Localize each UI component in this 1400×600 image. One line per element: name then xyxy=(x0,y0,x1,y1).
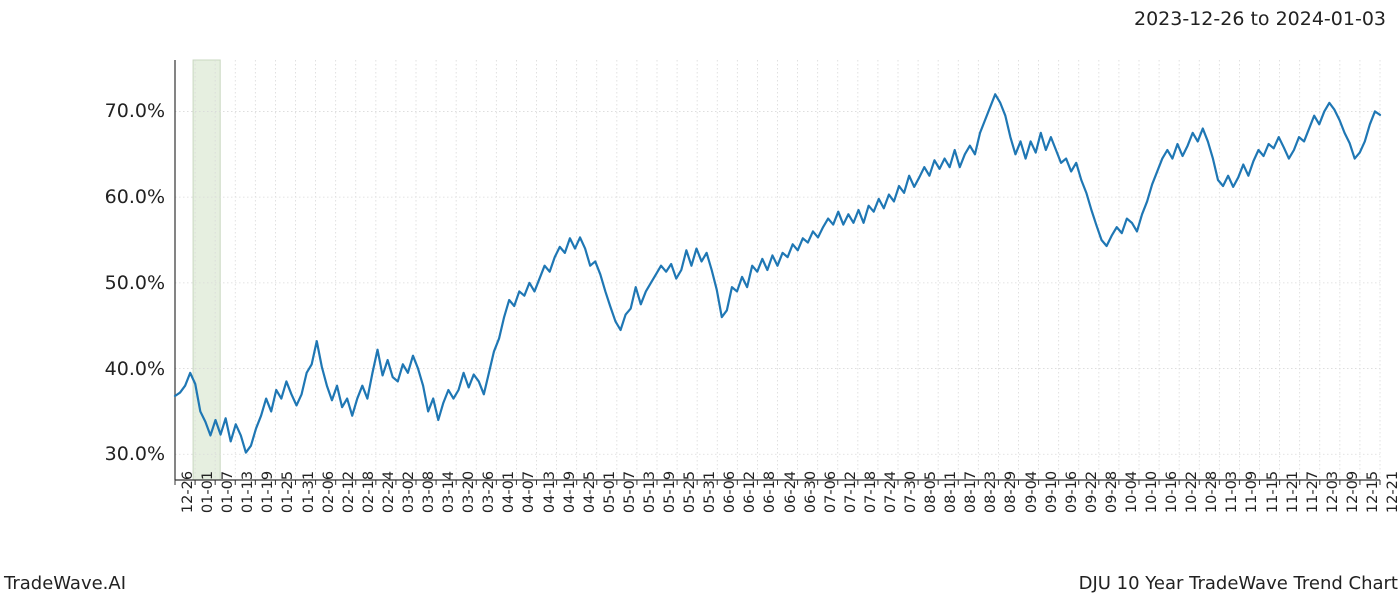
x-tick-label: 06-18 xyxy=(762,471,778,513)
x-tick-label: 09-28 xyxy=(1104,471,1120,513)
x-tick-label: 04-25 xyxy=(582,471,598,513)
x-tick-label: 10-28 xyxy=(1204,471,1220,513)
x-tick-label: 10-04 xyxy=(1124,471,1140,513)
x-tick-label: 07-30 xyxy=(903,471,919,513)
x-tick-label: 01-31 xyxy=(301,471,317,513)
x-tick-label: 02-12 xyxy=(341,471,357,513)
x-tick-label: 03-26 xyxy=(481,471,497,513)
x-tick-label: 08-23 xyxy=(983,471,999,513)
x-tick-label: 11-03 xyxy=(1224,471,1240,513)
x-tick-label: 01-07 xyxy=(220,471,236,513)
x-tick-label: 06-24 xyxy=(783,471,799,513)
x-tick-label: 12-09 xyxy=(1345,471,1361,513)
x-tick-label: 01-13 xyxy=(240,471,256,513)
x-tick-label: 06-06 xyxy=(722,471,738,513)
x-tick-label: 03-08 xyxy=(421,471,437,513)
footer-title: DJU 10 Year TradeWave Trend Chart xyxy=(1079,573,1398,594)
x-tick-label: 02-06 xyxy=(321,471,337,513)
x-tick-label: 09-10 xyxy=(1044,471,1060,513)
x-tick-label: 05-31 xyxy=(702,471,718,513)
footer-brand: TradeWave.AI xyxy=(4,573,126,594)
x-tick-label: 04-13 xyxy=(542,471,558,513)
y-tick-label: 40.0% xyxy=(105,358,165,380)
x-tick-label: 04-01 xyxy=(501,471,517,513)
x-tick-label: 06-12 xyxy=(742,471,758,513)
x-tick-label: 12-03 xyxy=(1325,471,1341,513)
x-axis-ticks: 12-2601-0101-0701-1301-1901-2501-3102-06… xyxy=(175,484,1380,574)
x-tick-label: 03-20 xyxy=(461,471,477,513)
x-tick-label: 05-19 xyxy=(662,471,678,513)
date-range-label: 2023-12-26 to 2024-01-03 xyxy=(1134,8,1386,30)
x-tick-label: 07-24 xyxy=(883,471,899,513)
x-tick-label: 07-18 xyxy=(863,471,879,513)
x-tick-label: 10-16 xyxy=(1164,471,1180,513)
y-tick-label: 70.0% xyxy=(105,100,165,122)
x-tick-label: 01-25 xyxy=(280,471,296,513)
x-tick-label: 07-06 xyxy=(823,471,839,513)
chart-container: 2023-12-26 to 2024-01-03 30.0% 40.0% 50.0%… xyxy=(0,0,1400,600)
x-tick-label: 12-21 xyxy=(1385,471,1400,513)
x-tick-label: 01-19 xyxy=(260,471,276,513)
x-tick-label: 11-15 xyxy=(1265,471,1281,513)
plot-area xyxy=(175,60,1380,480)
x-tick-label: 01-01 xyxy=(200,471,216,513)
x-tick-label: 12-15 xyxy=(1365,471,1381,513)
x-tick-label: 11-21 xyxy=(1285,471,1301,513)
x-tick-label: 05-25 xyxy=(682,471,698,513)
x-tick-label: 04-19 xyxy=(562,471,578,513)
plot-svg xyxy=(175,60,1380,480)
x-tick-label: 09-22 xyxy=(1084,471,1100,513)
x-tick-label: 04-07 xyxy=(521,471,537,513)
x-tick-label: 08-11 xyxy=(943,471,959,513)
x-tick-label: 02-24 xyxy=(381,471,397,513)
x-tick-label: 10-10 xyxy=(1144,471,1160,513)
x-tick-label: 09-04 xyxy=(1024,471,1040,513)
x-tick-label: 12-26 xyxy=(180,471,196,513)
x-tick-label: 06-30 xyxy=(803,471,819,513)
y-tick-label: 50.0% xyxy=(105,272,165,294)
x-tick-label: 08-29 xyxy=(1003,471,1019,513)
x-tick-label: 07-12 xyxy=(843,471,859,513)
x-tick-label: 03-14 xyxy=(441,471,457,513)
x-tick-label: 05-01 xyxy=(602,471,618,513)
x-tick-label: 08-17 xyxy=(963,471,979,513)
y-tick-label: 30.0% xyxy=(105,443,165,465)
y-tick-label: 60.0% xyxy=(105,186,165,208)
x-tick-label: 05-07 xyxy=(622,471,638,513)
x-tick-label: 09-16 xyxy=(1064,471,1080,513)
x-tick-label: 11-09 xyxy=(1244,471,1260,513)
x-tick-label: 02-18 xyxy=(361,471,377,513)
x-tick-label: 03-02 xyxy=(401,471,417,513)
x-tick-label: 10-22 xyxy=(1184,471,1200,513)
x-tick-label: 08-05 xyxy=(923,471,939,513)
x-tick-label: 05-13 xyxy=(642,471,658,513)
x-tick-label: 11-27 xyxy=(1305,471,1321,513)
